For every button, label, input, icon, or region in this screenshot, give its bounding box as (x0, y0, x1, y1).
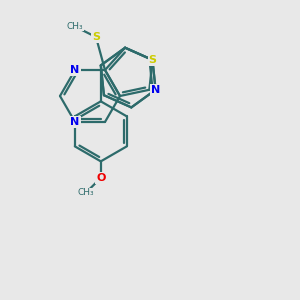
Text: S: S (148, 55, 157, 65)
Text: N: N (70, 65, 80, 75)
Text: CH₃: CH₃ (67, 22, 83, 31)
Text: O: O (96, 173, 106, 183)
Text: N: N (151, 85, 160, 95)
Text: CH₃: CH₃ (77, 188, 94, 197)
Text: S: S (92, 32, 100, 42)
Text: N: N (70, 117, 80, 127)
